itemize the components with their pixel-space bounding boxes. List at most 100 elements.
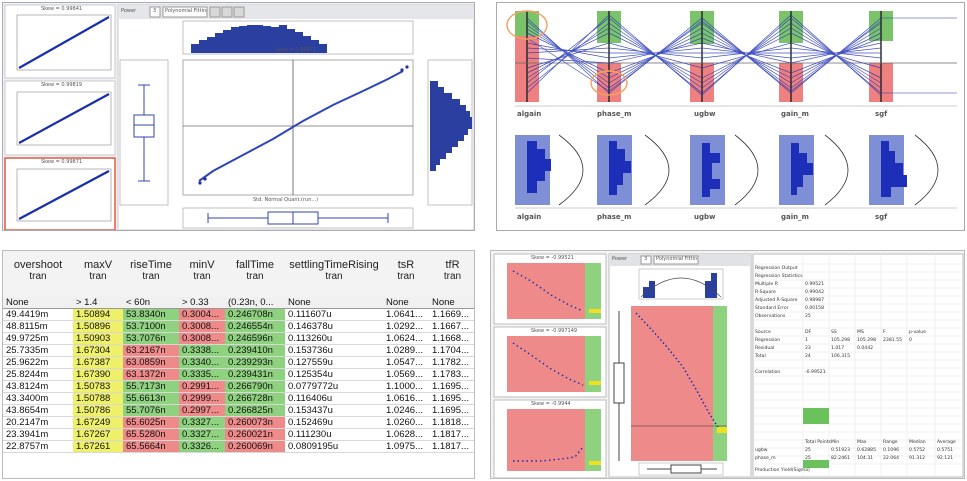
table-cell: 53.8340n [123, 308, 179, 322]
table-cell: 0.3327... [179, 428, 225, 442]
table-cell: 0.111607u [285, 308, 383, 322]
table-cell: 0.3326... [179, 440, 225, 454]
table-cell: 1.67261 [73, 440, 123, 454]
column-header[interactable]: riseTime tran [123, 251, 179, 297]
table-cell: 1.67267 [73, 428, 123, 442]
table-cell: 0.3004... [179, 308, 225, 322]
table-cell: 1.0289... [383, 344, 429, 358]
table-row[interactable]: 25.8244m 1.67390 63.1372n 0.3335... 0.239431… [3, 368, 474, 382]
parallel-coordinates-window: algain phase_m ugbw gain_m sgf algain ph… [496, 2, 965, 231]
app2-fit-method-select[interactable]: Polynomial Fitting [656, 256, 697, 262]
sheet-row: Total 24 106.315 [754, 353, 962, 361]
filter-cell[interactable]: None [383, 297, 429, 310]
column-header-analysis: tran [29, 271, 47, 282]
table-cell: 0.153437u [285, 404, 383, 418]
table-cell: 55.7173n [123, 380, 179, 394]
qq-title-3: Skew = 0.99871 [41, 159, 83, 165]
sheet-cell: 25 [805, 456, 811, 461]
sheet-cell: Observations [755, 314, 786, 319]
sheet-cell: 0.99521 [805, 282, 824, 287]
sheet-cell: 24 [805, 354, 811, 359]
app2-power-select[interactable]: 3 [644, 256, 648, 262]
table-row[interactable]: 43.8124m 1.50783 55.7173n 0.2991... 0.266790… [3, 380, 474, 394]
sheet-cell: 0.5752 [909, 448, 926, 453]
filter-cell[interactable]: None [429, 297, 474, 310]
table-header-row: overshoot tran maxV tran riseTime tran minV tra… [3, 251, 474, 297]
power-select[interactable]: 3 [153, 8, 157, 14]
table-cell: 0.116406u [285, 392, 383, 406]
sheet-cell: p-value [909, 330, 926, 335]
column-header-analysis: tran [142, 271, 160, 282]
parallel-coordinates-canvas[interactable] [497, 3, 965, 231]
column-header[interactable]: tfR tran [429, 251, 474, 297]
qq-plot-window: Skew = 0.99841 Skew = 0.99819 Skew = 0.9… [2, 2, 475, 231]
right-histogram [427, 59, 473, 206]
sheet-row: Regression 1 105.298 105.298 2381.55 0 [754, 337, 962, 345]
qq-thumb-1[interactable] [4, 4, 116, 79]
table-cell: 1.1695... [429, 380, 474, 394]
table-cell: 0.266728n [225, 392, 285, 406]
sheet-cell: -0.99521 [805, 370, 826, 375]
sheet-cell: 0.51923 [831, 448, 850, 453]
column-header-name: overshoot [13, 259, 63, 271]
column-header-analysis: tran [89, 271, 107, 282]
table-cell: 0.3008... [179, 332, 225, 346]
filter-cell[interactable]: (0.23n, 0... [225, 297, 285, 310]
scatter-thumb-3[interactable] [493, 399, 607, 478]
column-header[interactable]: tsR tran [383, 251, 429, 297]
sheet-cell: Range [883, 440, 898, 445]
center-main-plot[interactable] [631, 306, 727, 461]
sheet-row: Regression Output [754, 265, 962, 273]
table-cell: 43.8124m [3, 380, 73, 394]
filter-cell[interactable]: > 1.4 [73, 297, 123, 310]
column-header[interactable]: minV tran [179, 251, 225, 297]
table-row[interactable]: 49.9725m 1.50903 53.7076n 0.3008... 0.246596… [3, 332, 474, 346]
sheet-cell: Multiple R [755, 282, 778, 287]
table-row[interactable]: 48.8115m 1.50896 53.7100n 0.3008... 0.246554… [3, 320, 474, 334]
table-row[interactable]: 43.3400m 1.50788 55.6613n 0.2999... 0.266728… [3, 392, 474, 406]
left-boxplot [119, 59, 169, 206]
scatter-thumb-1[interactable] [493, 253, 607, 325]
column-header-name: riseTime [130, 259, 172, 271]
table-cell: 0.266825n [225, 404, 285, 418]
scatter-thumb-2[interactable] [493, 326, 607, 398]
column-header[interactable]: overshoot tran [3, 251, 73, 297]
main-qq-plot[interactable] [182, 59, 414, 196]
table-row[interactable]: 22.8757m 1.67261 65.5664n 0.3326... 0.260069… [3, 440, 474, 454]
table-cell: 0.0779772u [285, 380, 383, 394]
qq-thumb-2[interactable] [4, 80, 116, 156]
filter-cell[interactable]: None [285, 297, 383, 310]
table-cell: 1.1695... [429, 392, 474, 406]
column-header-name: maxV [83, 259, 113, 271]
table-cell: 1.50903 [73, 332, 123, 346]
sheet-row: Residual 23 1.017 0.0442 [754, 345, 962, 353]
sheet-cell: Regression Statistics [755, 274, 803, 279]
filter-cell[interactable]: < 60n [123, 297, 179, 310]
filter-cell[interactable]: None [3, 297, 73, 310]
table-cell: 43.3400m [3, 392, 73, 406]
bottom-boxplot [182, 207, 414, 229]
table-cell: 1.50788 [73, 392, 123, 406]
table-row[interactable]: 20.2147m 1.67249 65.6025n 0.3327... 0.260073… [3, 416, 474, 430]
fit-method-select[interactable]: Polynomial Fitting [165, 8, 207, 14]
table-cell: 1.0547... [383, 356, 429, 370]
sheet-cell: 105.298 [857, 338, 876, 343]
table-row[interactable]: 43.8654m 1.50786 55.7076n 0.2997... 0.266825… [3, 404, 474, 418]
column-header[interactable]: fallTime tran [225, 251, 285, 297]
column-header[interactable]: maxV tran [73, 251, 123, 297]
table-row[interactable]: 25.9622m 1.67387 63.0859n 0.3340... 0.239293… [3, 356, 474, 370]
filter-row: None > 1.4 < 60n > 0.33 (0.23n, 0... None None… [3, 297, 474, 310]
sheet-row: Regression Statistics [754, 273, 962, 281]
table-cell: 1.1668... [429, 332, 474, 346]
table-row[interactable]: 49.4419m 1.50894 53.8340n 0.3004... 0.246708… [3, 308, 474, 322]
table-row[interactable]: 25.7335m 1.67304 63.2167n 0.3338... 0.239410… [3, 344, 474, 358]
sheet-cell: 0.00158 [805, 306, 824, 311]
column-header[interactable]: settlingTimeRising tran [285, 251, 383, 297]
sheet-cell: 1 [805, 338, 808, 343]
qq-thumb-3-selected[interactable] [4, 157, 116, 230]
table-cell: 49.9725m [3, 332, 73, 346]
sheet-cell: 0.1096 [883, 448, 900, 453]
table-row[interactable]: 23.3941m 1.67267 65.5280n 0.3327... 0.260021… [3, 428, 474, 442]
sheet-cell: SS [831, 330, 837, 335]
filter-cell[interactable]: > 0.33 [179, 297, 225, 310]
